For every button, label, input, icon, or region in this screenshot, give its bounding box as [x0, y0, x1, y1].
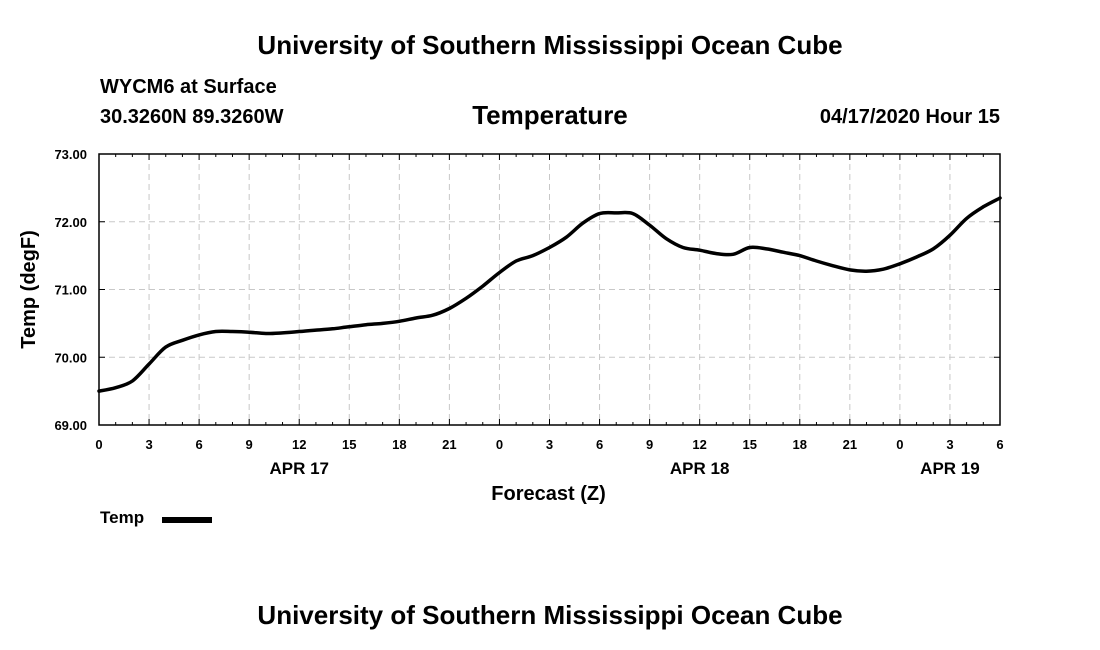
x-tick-label: 0: [496, 437, 503, 452]
x-tick-label: 0: [95, 437, 102, 452]
x-tick-label: 6: [996, 437, 1003, 452]
date-label: APR 18: [670, 459, 730, 478]
forecast-timestamp: 04/17/2020 Hour 15: [819, 106, 1000, 128]
legend-swatch-temp: [162, 517, 212, 523]
chart-title: Temperature: [472, 100, 628, 130]
series-line-temp: [97, 196, 1002, 393]
x-tick-label: 6: [596, 437, 603, 452]
y-tick-label: 73.00: [54, 147, 87, 162]
x-tick-label: 0: [896, 437, 903, 452]
y-tick-label: 69.00: [54, 418, 87, 433]
y-tick-label: 71.00: [54, 283, 87, 298]
legend-label-temp: Temp: [100, 508, 145, 527]
x-axis-label: Forecast (Z): [491, 483, 605, 505]
coordinates-label: 30.3260N 89.3260W: [100, 106, 284, 128]
x-tick-label: 21: [843, 437, 857, 452]
x-tick-label: 15: [342, 437, 356, 452]
x-tick-label: 3: [145, 437, 152, 452]
y-axis-label: Temp (degF): [18, 230, 40, 349]
x-tick-label: 12: [692, 437, 706, 452]
footer-title: University of Southern Mississippi Ocean…: [257, 600, 843, 630]
x-tick-label: 12: [292, 437, 306, 452]
x-tick-label: 21: [442, 437, 456, 452]
plot-frame: [98, 153, 1001, 426]
y-tick-label: 72.00: [54, 215, 87, 230]
x-tick-label: 9: [646, 437, 653, 452]
date-label: APR 17: [269, 459, 329, 478]
y-tick-label: 70.00: [54, 350, 87, 365]
x-tick-label: 15: [742, 437, 756, 452]
axis-ticks: 0 3 6 9 12 15 18 21 0 3 6 9 12 15 18 21 0 3 6 69.00 70.00 71.…: [54, 147, 1003, 478]
x-tick-label: 9: [246, 437, 253, 452]
x-tick-label: 18: [392, 437, 406, 452]
grid: [99, 154, 1000, 425]
x-tick-label: 18: [793, 437, 807, 452]
date-label: APR 19: [920, 459, 980, 478]
station-label: WYCM6 at Surface: [100, 76, 277, 98]
x-tick-label: 6: [195, 437, 202, 452]
x-tick-label: 3: [946, 437, 953, 452]
x-tick-label: 3: [546, 437, 553, 452]
page-title: University of Southern Mississippi Ocean…: [257, 30, 843, 60]
